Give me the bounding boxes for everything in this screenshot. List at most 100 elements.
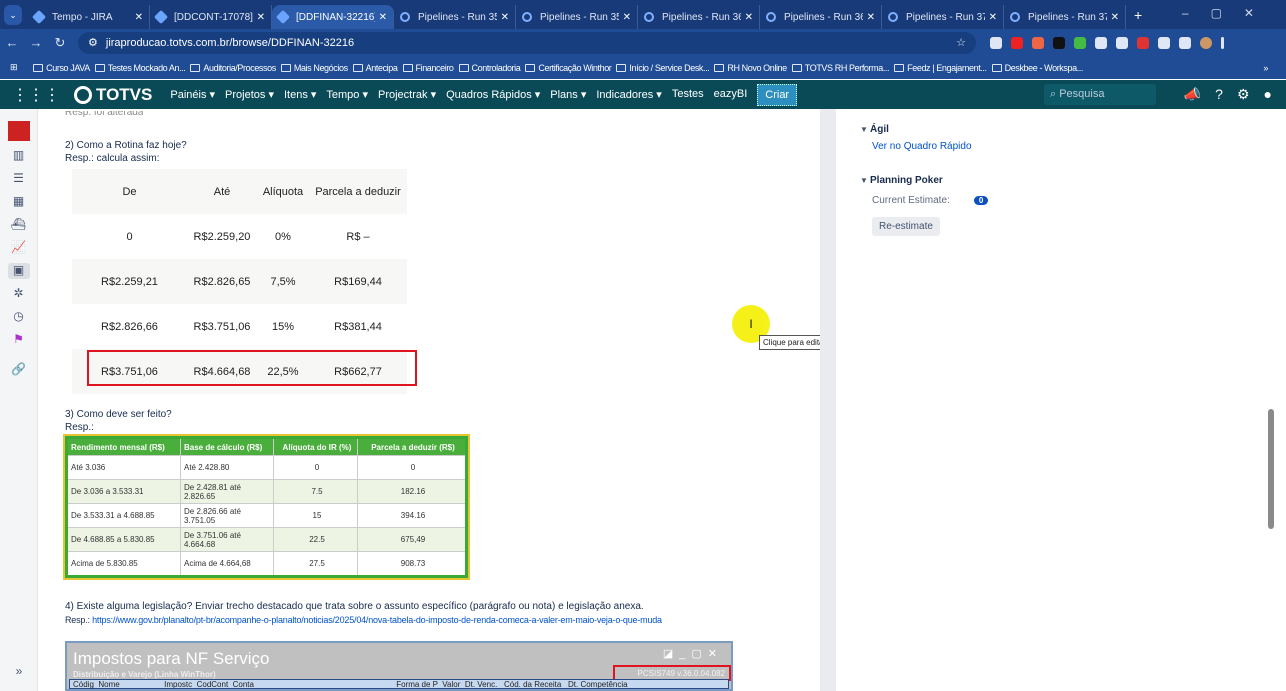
close-tab-icon[interactable]: ✕ <box>988 11 997 23</box>
re-estimate-button[interactable]: Re-estimate <box>872 217 940 236</box>
profile-avatar[interactable] <box>1200 36 1212 49</box>
nav-menu-item[interactable]: Indicadores ▾ <box>596 89 662 101</box>
more-menu-icon[interactable] <box>1221 36 1224 49</box>
close-tab-icon[interactable]: ✕ <box>622 11 631 23</box>
help-icon[interactable]: ? <box>1215 86 1223 102</box>
table-cell: 27.5 <box>274 552 358 575</box>
legislation-link[interactable]: https://www.gov.br/planalto/pt-br/acompa… <box>92 615 662 625</box>
new-tab-button[interactable]: + <box>1134 6 1143 23</box>
apps-icon[interactable]: ⊞ <box>10 62 18 72</box>
user-avatar[interactable]: ● <box>1263 86 1272 102</box>
bookmark-label: Controladoria <box>471 62 521 73</box>
folder-icon <box>714 63 725 72</box>
columns-icon[interactable]: ▦ <box>12 194 25 208</box>
download-icon[interactable] <box>1179 36 1191 49</box>
totvs-logo[interactable]: TOTVS <box>74 85 152 105</box>
backlog-icon[interactable]: ☰ <box>13 171 24 185</box>
issue-description[interactable]: Resp: foi alterada 2) Como a Rotina faz … <box>60 109 832 691</box>
nav-menu-item[interactable]: Tempo ▾ <box>326 89 368 101</box>
board-icon[interactable]: ▥ <box>12 148 25 162</box>
bookmark[interactable]: Deskbee - Workspa... <box>991 63 1083 73</box>
bookmark[interactable]: TOTVS RH Performa... <box>791 63 890 73</box>
bookmark-label: Curso JAVA <box>46 62 90 73</box>
close-tab-icon[interactable]: ✕ <box>378 11 387 23</box>
window-controls[interactable]: –▢✕ <box>1181 6 1276 20</box>
close-tab-icon[interactable]: ✕ <box>1110 11 1119 23</box>
components-icon[interactable]: ✲ <box>13 286 24 300</box>
extension-icon[interactable] <box>1032 36 1044 49</box>
extension-icon[interactable] <box>1095 36 1107 49</box>
close-tab-icon[interactable]: ✕ <box>866 11 875 23</box>
search-input[interactable]: ⌕ Pesquisa <box>1044 84 1156 105</box>
table-cell: Acima de 4.664,68 <box>181 552 274 575</box>
bookmark[interactable]: Antecipa <box>352 63 398 73</box>
releases-icon[interactable]: ⛴ <box>10 217 27 231</box>
forward-icon[interactable]: → <box>29 35 43 50</box>
extension-icon[interactable] <box>1116 36 1128 49</box>
settings-gear-icon[interactable]: ⚙ <box>1236 86 1250 102</box>
extension-icon[interactable] <box>990 36 1002 49</box>
nav-menu-item[interactable]: Painéis ▾ <box>170 89 216 101</box>
nav-menu-item[interactable]: Projectrak ▾ <box>378 89 437 101</box>
create-button[interactable]: Criar <box>757 83 798 106</box>
nav-menu-item[interactable]: Plans ▾ <box>550 89 587 101</box>
agil-section-toggle[interactable]: ▼ Ágil <box>860 124 889 135</box>
app-icon[interactable]: ⚑ <box>13 332 24 346</box>
browser-tab[interactable]: Pipelines - Run 35.0.1✕ <box>516 5 638 29</box>
table-cell: De 3.036 a 3.533.31 <box>68 480 181 503</box>
bookmark[interactable]: Testes Mockado An... <box>94 63 186 73</box>
browser-tab[interactable]: Pipelines - Run 36.0.1✕ <box>638 5 760 29</box>
browser-tab[interactable]: Pipelines - Run 37.0.1✕ <box>882 5 1004 29</box>
bookmark[interactable]: Feedz | Engajament... <box>894 63 987 73</box>
nav-menu-item[interactable]: Projetos ▾ <box>225 89 274 101</box>
expand-sidebar-icon[interactable]: » <box>15 664 23 678</box>
close-tab-icon[interactable]: ✕ <box>744 11 753 23</box>
bookmark[interactable]: Certificação Winthor <box>525 63 612 73</box>
panel-resizer[interactable] <box>820 109 836 691</box>
nav-menu-item[interactable]: eazyBI <box>713 88 748 100</box>
nav-menu-item[interactable]: Testes <box>671 88 704 100</box>
bookmark[interactable]: Controladoria <box>458 62 521 73</box>
browser-tab[interactable]: Tempo - JIRA ✕ <box>28 5 150 29</box>
browser-tab[interactable]: Pipelines - Run 35.0.0✕ <box>394 5 516 29</box>
bookmark[interactable]: Curso JAVA <box>33 63 90 73</box>
table-cell: R$ – <box>346 230 370 243</box>
browser-tab[interactable]: [DDFINAN-32216] #✕ <box>272 5 394 29</box>
browser-tab[interactable]: Pipelines - Run 37.0.0✕ <box>1004 5 1126 29</box>
bookmark[interactable]: Início / Service Desk... <box>616 63 710 73</box>
extension-icon[interactable] <box>1053 36 1065 49</box>
close-tab-icon[interactable]: ✕ <box>256 11 265 23</box>
planning-poker-toggle[interactable]: ▼ Planning Poker <box>860 175 943 186</box>
puzzle-icon[interactable] <box>1158 36 1170 49</box>
bookmark[interactable]: Financeiro <box>402 63 454 73</box>
nav-menu-item[interactable]: Itens ▾ <box>283 89 317 101</box>
url-input[interactable]: ⚙ jiraproducao.totvs.com.br/browse/DDFIN… <box>78 31 976 54</box>
nav-menu-item[interactable]: Quadros Rápidos ▾ <box>446 89 541 101</box>
link-icon[interactable]: 🔗 <box>11 362 26 376</box>
browser-tab[interactable]: [DDCONT-17078] Ro✕ <box>150 5 272 29</box>
extension-icon[interactable] <box>1137 36 1149 49</box>
site-info-icon[interactable]: ⚙ <box>88 37 98 49</box>
browser-tab[interactable]: Pipelines - Run 36.0.1✕ <box>760 5 882 29</box>
back-icon[interactable]: ← <box>5 35 19 50</box>
project-avatar[interactable] <box>7 121 30 141</box>
bookmark-star-icon[interactable]: ☆ <box>956 37 966 49</box>
app-switcher-icon[interactable]: ⋮⋮⋮ <box>12 86 60 104</box>
bookmark[interactable]: RH Novo Online <box>714 63 787 73</box>
timer-icon[interactable]: ◷ <box>13 309 24 323</box>
close-tab-icon[interactable]: ✕ <box>500 11 509 23</box>
tab-search-button[interactable]: ⌄ <box>4 4 22 25</box>
more-bookmarks-icon[interactable]: » <box>1263 62 1268 73</box>
notifications-icon[interactable]: 📣 <box>1183 86 1202 102</box>
close-tab-icon[interactable]: ✕ <box>134 11 143 23</box>
issues-icon[interactable]: ▣ <box>7 263 30 279</box>
view-quick-board-link[interactable]: Ver no Quadro Rápido <box>872 141 972 152</box>
bookmark[interactable]: Mais Negócios <box>280 63 348 73</box>
reload-icon[interactable]: ↻ <box>54 34 66 50</box>
scrollbar[interactable] <box>1268 409 1274 529</box>
reports-icon[interactable]: 📈 <box>11 240 26 254</box>
jira-top-nav: ⋮⋮⋮ TOTVS Painéis ▾ Projetos ▾ Itens ▾ Temp… <box>0 80 1286 109</box>
extension-icon[interactable] <box>1074 36 1086 49</box>
bookmark[interactable]: Auditoria/Processos <box>190 63 276 73</box>
extension-icon[interactable] <box>1011 36 1023 49</box>
